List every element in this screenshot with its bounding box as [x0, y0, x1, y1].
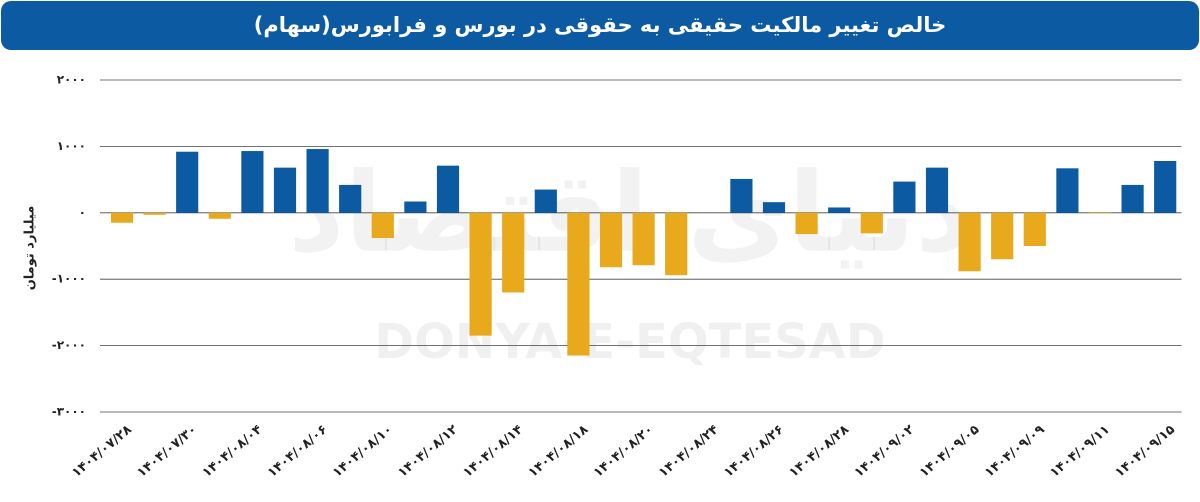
y-tick-label: -۲۰۰۰ — [52, 338, 86, 352]
chart-title: خالص تغییر مالکیت حقیقی به حقوقی در بورس… — [254, 13, 946, 37]
x-tick-label: ۱۴۰۴/۰۹/۰۹ — [982, 422, 1048, 480]
bar — [1154, 161, 1177, 213]
bar — [404, 201, 427, 213]
bar — [110, 212, 134, 223]
bar — [1121, 184, 1144, 213]
y-axis-label: میلیارد تومان — [23, 206, 38, 291]
y-tick-label: -۳۰۰۰ — [52, 405, 86, 419]
x-tick-label: ۱۴۰۴/۰۹/۱۱ — [1047, 422, 1113, 480]
x-tick-label: ۱۴۰۴/۰۹/۰۵ — [917, 422, 983, 480]
x-tick-label: ۱۴۰۴/۰۸/۱۰ — [330, 422, 396, 480]
x-tick-label: ۱۴۰۴/۰۸/۲۴ — [656, 422, 722, 480]
bar — [991, 212, 1014, 260]
bar — [502, 212, 525, 293]
bar — [339, 184, 362, 213]
y-tick-label: ۰ — [79, 205, 86, 219]
y-tick-label: ۱۰۰۰ — [57, 139, 86, 153]
bar — [241, 151, 264, 213]
title-bar — [1, 1, 1199, 50]
bar — [665, 212, 688, 276]
bar — [176, 151, 199, 213]
x-tick-label: ۱۴۰۴/۰۸/۰۴ — [200, 422, 266, 480]
x-tick-label: ۱۴۰۴/۰۸/۱۴ — [460, 422, 526, 480]
x-tick-label: ۱۴۰۴/۰۸/۲۰ — [591, 422, 657, 480]
bar — [273, 167, 297, 213]
watermark: DONYA-E-EQTESAD — [374, 314, 885, 370]
x-tick-label: ۱۴۰۴/۰۹/۱۵ — [1112, 422, 1178, 480]
bar — [762, 202, 786, 213]
bar — [306, 149, 329, 213]
bar — [567, 212, 590, 356]
bar — [143, 212, 166, 215]
bar — [632, 212, 655, 266]
x-tick-label: ۱۴۰۴/۰۸/۱۸ — [526, 422, 592, 480]
bar — [958, 212, 981, 272]
bar — [828, 207, 851, 213]
x-tick-label: ۱۴۰۴/۰۸/۲۸ — [786, 422, 852, 480]
x-tick-label: ۱۴۰۴/۰۷/۲۸ — [69, 422, 135, 480]
bar — [599, 212, 623, 268]
bar — [1056, 168, 1079, 213]
x-tick-label: ۱۴۰۴/۰۸/۲۶ — [721, 422, 787, 480]
x-tick-label: ۱۴۰۴/۰۹/۰۲ — [852, 422, 918, 480]
bar — [469, 212, 492, 336]
y-tick-label: ۲۰۰۰ — [57, 73, 86, 87]
bar — [1088, 212, 1112, 214]
bar — [925, 167, 949, 213]
x-tick-label: ۱۴۰۴/۰۷/۳۰ — [134, 422, 200, 480]
bar — [1023, 212, 1046, 246]
y-tick-label: -۱۰۰۰ — [52, 272, 86, 286]
bar — [730, 178, 753, 213]
bar — [893, 181, 916, 213]
bar — [860, 212, 883, 234]
bar — [436, 165, 460, 213]
x-tick-label: ۱۴۰۴/۰۸/۱۲ — [395, 422, 461, 480]
bar — [208, 212, 231, 219]
bar — [795, 212, 818, 235]
watermark: دنیای اقتصاد — [288, 148, 972, 276]
bar — [371, 212, 394, 239]
bar — [534, 189, 557, 213]
x-tick-label: ۱۴۰۴/۰۸/۰۶ — [265, 422, 331, 480]
